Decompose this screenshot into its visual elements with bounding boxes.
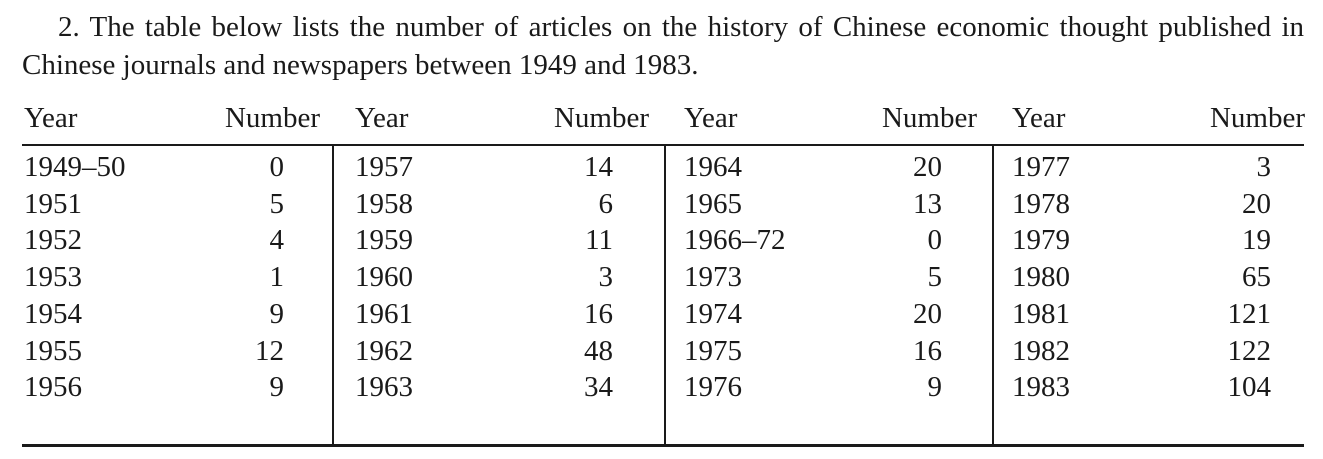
year-cell: 1965 [684,188,742,220]
year-cell: 1982 [1012,335,1070,367]
year-cell: 1949–50 [24,151,126,183]
year-cell: 1977 [1012,151,1070,183]
number-cell: 20 [913,151,942,183]
year-cell: 1964 [684,151,742,183]
year-cell: 1961 [355,298,413,330]
number-cell: 1 [269,261,285,293]
year-cell: 1955 [24,335,82,367]
intro-paragraph: 2. The table below lists the number of a… [22,8,1304,84]
number-cell: 0 [927,224,943,256]
year-cell: 1958 [355,188,413,220]
year-cell: 1966–72 [684,224,786,256]
number-cell: 19 [1242,224,1271,256]
year-cell: 1975 [684,335,742,367]
paragraph-text: The table below lists the number of arti… [22,11,1304,81]
year-cell: 1957 [355,151,413,183]
year-cell: 1960 [355,261,413,293]
year-header: Year [24,102,78,134]
year-cell: 1956 [24,371,82,403]
year-header: Year [1012,102,1066,134]
column-separator [664,146,666,445]
number-cell: 13 [913,188,942,220]
number-cell: 104 [1227,371,1272,403]
year-cell: 1979 [1012,224,1070,256]
year-cell: 1959 [355,224,413,256]
number-header: Number [1209,102,1305,134]
year-cell: 1951 [24,188,82,220]
number-cell: 5 [927,261,943,293]
number-cell: 48 [584,335,613,367]
number-cell: 65 [1242,261,1271,293]
number-cell: 3 [598,261,614,293]
number-header: Number [553,102,649,134]
year-cell: 1980 [1012,261,1070,293]
year-cell: 1963 [355,371,413,403]
number-cell: 9 [269,371,285,403]
paragraph-number: 2. [58,11,80,43]
number-cell: 20 [1242,188,1271,220]
year-cell: 1974 [684,298,742,330]
number-cell: 4 [269,224,285,256]
number-header: Number [881,102,977,134]
number-cell: 0 [269,151,285,183]
year-header: Year [684,102,738,134]
year-cell: 1976 [684,371,742,403]
number-cell: 121 [1227,298,1272,330]
year-cell: 1973 [684,261,742,293]
table-bottom-rule [22,444,1304,447]
year-cell: 1952 [24,224,82,256]
number-cell: 3 [1256,151,1272,183]
year-cell: 1983 [1012,371,1070,403]
number-cell: 16 [913,335,942,367]
number-cell: 9 [269,298,285,330]
number-cell: 12 [255,335,284,367]
column-separator [332,146,334,445]
year-cell: 1978 [1012,188,1070,220]
year-header: Year [355,102,409,134]
year-cell: 1954 [24,298,82,330]
year-cell: 1962 [355,335,413,367]
number-cell: 20 [913,298,942,330]
year-cell: 1953 [24,261,82,293]
number-cell: 14 [584,151,613,183]
column-separator [992,146,994,445]
number-header: Number [224,102,320,134]
number-cell: 122 [1227,335,1272,367]
number-cell: 6 [598,188,614,220]
number-cell: 34 [584,371,613,403]
number-cell: 5 [269,188,285,220]
number-cell: 11 [585,224,613,256]
number-cell: 9 [927,371,943,403]
number-cell: 16 [584,298,613,330]
table-top-rule [22,144,1304,146]
year-cell: 1981 [1012,298,1070,330]
